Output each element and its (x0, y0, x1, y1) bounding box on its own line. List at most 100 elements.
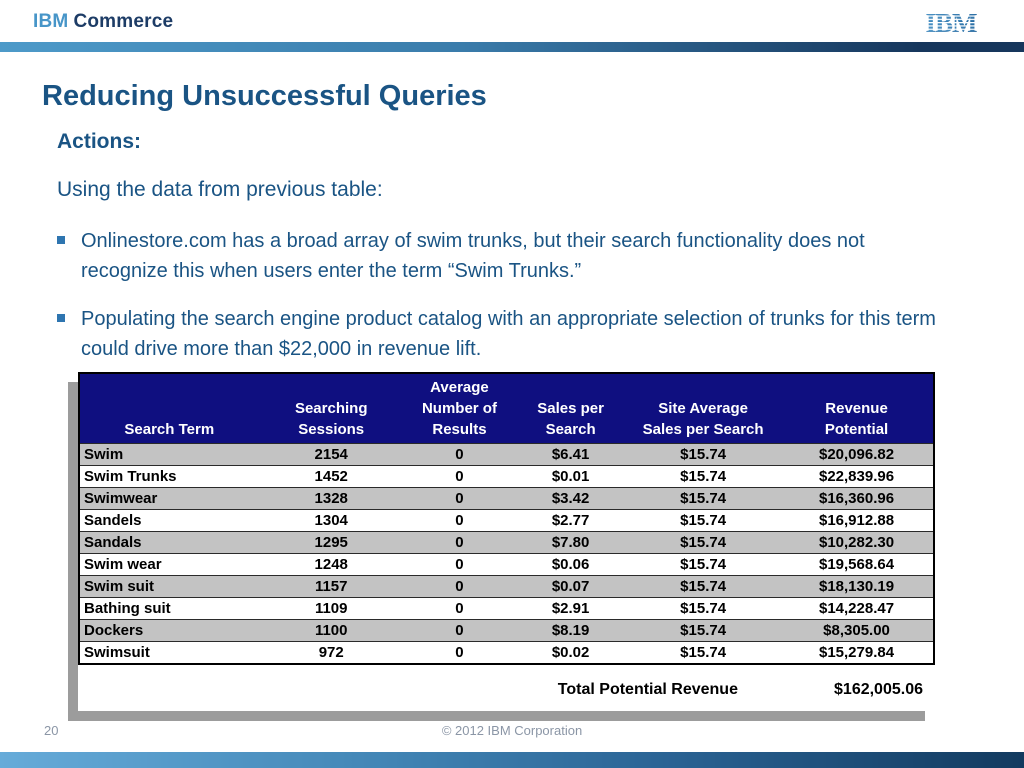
table-row: Swim 2154 0 $6.41 $15.74 $20,096.82 (79, 443, 934, 466)
section-heading: Actions: (57, 130, 141, 153)
cell-sessions: 2154 (258, 443, 404, 466)
column-header-search-term: Search Term (79, 373, 259, 444)
brand-wordmark: IBM Commerce (33, 11, 173, 33)
cell-site-average: $15.74 (626, 619, 781, 642)
footer-gradient-bar (0, 752, 1024, 768)
cell-site-average: $15.74 (626, 531, 781, 554)
cell-revenue-potential: $16,360.96 (780, 487, 934, 510)
cell-search-term: Swim Trunks (79, 465, 259, 488)
list-item: Populating the search engine product cat… (57, 304, 937, 364)
cell-sessions: 1452 (258, 465, 404, 488)
cell-revenue-potential: $18,130.19 (780, 575, 934, 598)
cell-avg-results: 0 (403, 487, 516, 510)
cell-revenue-potential: $15,279.84 (780, 641, 934, 664)
total-row: Total Potential Revenue $162,005.06 (78, 681, 935, 705)
table-row: Sandals 1295 0 $7.80 $15.74 $10,282.30 (79, 531, 934, 554)
cell-avg-results: 0 (403, 575, 516, 598)
column-header-searching-sessions: Searching Sessions (258, 373, 404, 444)
search-terms-table-container: Search Term Searching Sessions Average N… (78, 372, 935, 711)
table-row: Swimsuit 972 0 $0.02 $15.74 $15,279.84 (79, 641, 934, 664)
cell-sales-per-search: $3.42 (515, 487, 627, 510)
cell-avg-results: 0 (403, 443, 516, 466)
cell-revenue-potential: $14,228.47 (780, 597, 934, 620)
cell-revenue-potential: $20,096.82 (780, 443, 934, 466)
bullet-list: Onlinestore.com has a broad array of swi… (57, 226, 937, 382)
cell-sessions: 1248 (258, 553, 404, 576)
table-row: Swim Trunks 1452 0 $0.01 $15.74 $22,839.… (79, 465, 934, 488)
bullet-text: Onlinestore.com has a broad array of swi… (81, 230, 865, 282)
cell-avg-results: 0 (403, 619, 516, 642)
cell-site-average: $15.74 (626, 509, 781, 532)
table-row: Swim suit 1157 0 $0.07 $15.74 $18,130.19 (79, 575, 934, 598)
bullet-text: Populating the search engine product cat… (81, 308, 936, 360)
cell-search-term: Swimsuit (79, 641, 259, 664)
cell-search-term: Sandals (79, 531, 259, 554)
cell-avg-results: 0 (403, 597, 516, 620)
cell-search-term: Swim wear (79, 553, 259, 576)
table-row: Sandels 1304 0 $2.77 $15.74 $16,912.88 (79, 509, 934, 532)
cell-sessions: 1109 (258, 597, 404, 620)
page-title: Reducing Unsuccessful Queries (42, 80, 487, 112)
cell-sales-per-search: $0.02 (515, 641, 627, 664)
cell-revenue-potential: $8,305.00 (780, 619, 934, 642)
brand-product-text: Commerce (73, 11, 174, 32)
cell-sales-per-search: $2.91 (515, 597, 627, 620)
intro-text: Using the data from previous table: (57, 178, 383, 201)
cell-search-term: Swim (79, 443, 259, 466)
cell-search-term: Bathing suit (79, 597, 259, 620)
cell-site-average: $15.74 (626, 465, 781, 488)
cell-sales-per-search: $0.01 (515, 465, 627, 488)
table-row: Dockers 1100 0 $8.19 $15.74 $8,305.00 (79, 619, 934, 642)
brand-ibm-text: IBM (33, 11, 69, 32)
total-label: Total Potential Revenue (557, 681, 738, 698)
cell-search-term: Swimwear (79, 487, 259, 510)
slide-page-number: 20 (44, 723, 59, 738)
cell-sales-per-search: $8.19 (515, 619, 627, 642)
cell-search-term: Sandels (79, 509, 259, 532)
table-header-row: Search Term Searching Sessions Average N… (79, 373, 934, 444)
cell-revenue-potential: $16,912.88 (780, 509, 934, 532)
table-row: Swim wear 1248 0 $0.06 $15.74 $19,568.64 (79, 553, 934, 576)
cell-sessions: 1100 (258, 619, 404, 642)
cell-sessions: 1304 (258, 509, 404, 532)
cell-site-average: $15.74 (626, 487, 781, 510)
cell-sales-per-search: $0.06 (515, 553, 627, 576)
cell-avg-results: 0 (403, 465, 516, 488)
table-row: Bathing suit 1109 0 $2.91 $15.74 $14,228… (79, 597, 934, 620)
cell-search-term: Swim suit (79, 575, 259, 598)
search-terms-table: Search Term Searching Sessions Average N… (78, 372, 935, 665)
cell-revenue-potential: $22,839.96 (780, 465, 934, 488)
cell-avg-results: 0 (403, 509, 516, 532)
cell-revenue-potential: $19,568.64 (780, 553, 934, 576)
column-header-revenue-potential: Revenue Potential (780, 373, 934, 444)
ibm-logo-icon: IBM (924, 10, 978, 36)
cell-revenue-potential: $10,282.30 (780, 531, 934, 554)
cell-site-average: $15.74 (626, 641, 781, 664)
cell-sessions: 1295 (258, 531, 404, 554)
cell-sales-per-search: $7.80 (515, 531, 627, 554)
cell-sales-per-search: $6.41 (515, 443, 627, 466)
cell-site-average: $15.74 (626, 575, 781, 598)
list-item: Onlinestore.com has a broad array of swi… (57, 226, 937, 286)
cell-site-average: $15.74 (626, 553, 781, 576)
column-header-average-number-of-results: Average Number of Results (403, 373, 516, 444)
total-value: $162,005.06 (834, 681, 923, 698)
column-header-site-average-sales-per-search: Site Average Sales per Search (626, 373, 781, 444)
cell-sessions: 972 (258, 641, 404, 664)
cell-site-average: $15.74 (626, 597, 781, 620)
cell-sessions: 1328 (258, 487, 404, 510)
header-divider-bar (0, 42, 1024, 52)
cell-sessions: 1157 (258, 575, 404, 598)
column-header-sales-per-search: Sales per Search (515, 373, 627, 444)
cell-search-term: Dockers (79, 619, 259, 642)
table-row: Swimwear 1328 0 $3.42 $15.74 $16,360.96 (79, 487, 934, 510)
cell-sales-per-search: $2.77 (515, 509, 627, 532)
copyright-text: © 2012 IBM Corporation (441, 723, 583, 738)
square-bullet-icon (57, 314, 65, 322)
cell-avg-results: 0 (403, 641, 516, 664)
cell-site-average: $15.74 (626, 443, 781, 466)
cell-avg-results: 0 (403, 553, 516, 576)
square-bullet-icon (57, 236, 65, 244)
cell-sales-per-search: $0.07 (515, 575, 627, 598)
cell-avg-results: 0 (403, 531, 516, 554)
